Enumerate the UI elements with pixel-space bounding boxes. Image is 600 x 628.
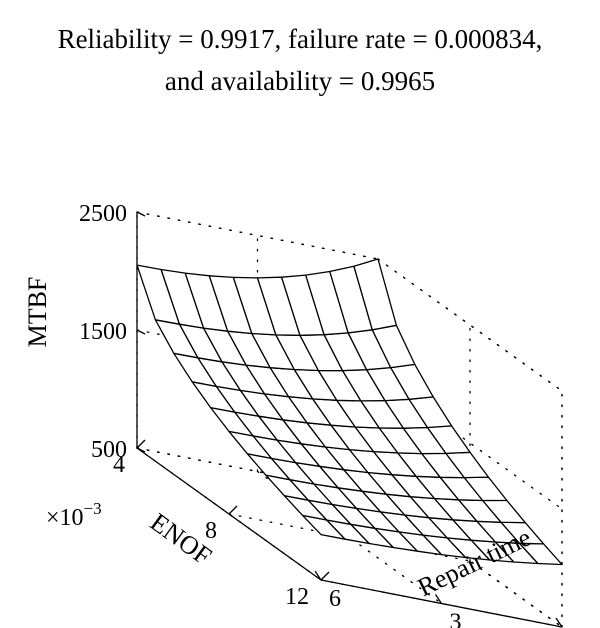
z-tick-label: 2500 [79, 201, 127, 227]
enof-axis-label: ENOF [145, 507, 217, 570]
repair-tick [434, 594, 443, 604]
repair-tick-label: 6 [329, 586, 341, 612]
enof-tick [320, 571, 330, 581]
enof-tick-label: 8 [205, 518, 217, 544]
enof-multiplier-base: ×10 [46, 505, 84, 531]
repair-tick-label: 3 [450, 610, 462, 628]
grid-line [377, 376, 563, 510]
chart-title-line-1: Reliability = 0.9917, failure rate = 0.0… [57, 24, 543, 54]
surface-cell [353, 258, 398, 331]
enof-tick [228, 505, 238, 515]
z-tick-label: 500 [91, 437, 127, 463]
z-axis-label: MTBF [23, 277, 52, 348]
enof-multiplier-exponent: −3 [84, 499, 102, 518]
grid-line [377, 494, 563, 628]
z-tick [136, 329, 146, 335]
enof-tick-label: 4 [113, 452, 125, 478]
repair-tick [314, 570, 322, 581]
z-tick [136, 447, 146, 453]
grid-line [377, 258, 563, 392]
surface-mesh [136, 258, 563, 566]
enof-multiplier-label: ×10−3 [46, 499, 102, 531]
chart-title-line-2: and availability = 0.9965 [164, 66, 436, 96]
enof-tick [136, 439, 146, 449]
z-tick-label: 1500 [79, 319, 127, 345]
repair-tick [555, 617, 563, 628]
z-tick [136, 211, 146, 217]
grid-line [256, 470, 443, 605]
enof-tick-label: 12 [285, 584, 309, 610]
chart-title: Reliability = 0.9917, failure rate = 0.0… [0, 18, 600, 102]
ticks: 500150025004812036 [79, 201, 563, 628]
